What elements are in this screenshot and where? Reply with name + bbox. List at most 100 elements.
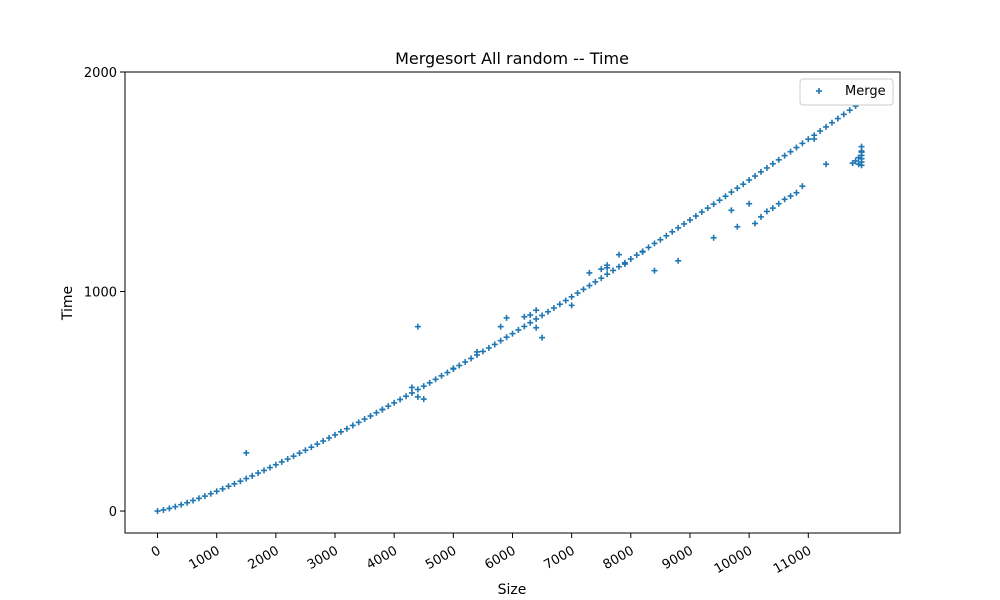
data-point bbox=[166, 505, 173, 512]
data-point bbox=[639, 249, 646, 256]
data-point bbox=[746, 200, 753, 207]
data-point bbox=[284, 456, 291, 463]
data-point bbox=[669, 228, 676, 235]
data-point bbox=[527, 312, 534, 319]
data-point bbox=[610, 267, 617, 274]
data-point bbox=[539, 334, 546, 341]
data-point bbox=[775, 156, 782, 163]
data-point bbox=[651, 240, 658, 247]
data-point bbox=[462, 358, 469, 365]
legend-plus-marker bbox=[816, 88, 822, 94]
data-point bbox=[586, 282, 593, 289]
data-point bbox=[296, 450, 303, 457]
y-tick-label: 2000 bbox=[84, 66, 117, 81]
data-point bbox=[799, 140, 806, 147]
data-point bbox=[615, 251, 622, 258]
data-point bbox=[178, 501, 185, 508]
data-point bbox=[858, 148, 865, 155]
data-point bbox=[343, 425, 350, 432]
data-point bbox=[414, 393, 421, 400]
data-point bbox=[692, 213, 699, 220]
data-point bbox=[633, 252, 640, 259]
data-point bbox=[781, 196, 788, 203]
y-tick-label: 1000 bbox=[84, 286, 117, 301]
data-point bbox=[746, 177, 753, 184]
data-point bbox=[734, 185, 741, 192]
data-point bbox=[414, 386, 421, 393]
data-point bbox=[846, 107, 853, 114]
data-point bbox=[255, 470, 262, 477]
data-point bbox=[278, 458, 285, 465]
data-point bbox=[681, 220, 688, 227]
data-point bbox=[710, 201, 717, 208]
data-point bbox=[527, 319, 534, 326]
data-point bbox=[734, 223, 741, 230]
data-point bbox=[544, 308, 551, 315]
data-point bbox=[550, 304, 557, 311]
data-point bbox=[243, 449, 250, 456]
data-point bbox=[775, 200, 782, 207]
data-point bbox=[219, 485, 226, 492]
data-point bbox=[757, 168, 764, 175]
data-point bbox=[290, 453, 297, 460]
data-point bbox=[420, 383, 427, 390]
data-point bbox=[190, 497, 197, 504]
data-point bbox=[314, 441, 321, 448]
data-point bbox=[568, 293, 575, 300]
data-point bbox=[840, 111, 847, 118]
data-point bbox=[332, 431, 339, 438]
data-point bbox=[675, 257, 682, 264]
data-point bbox=[444, 369, 451, 376]
data-point bbox=[823, 161, 830, 168]
y-axis: 0 1000 2000 bbox=[84, 66, 125, 520]
data-point bbox=[793, 144, 800, 151]
data-point bbox=[621, 261, 628, 268]
data-point bbox=[408, 389, 415, 396]
data-point bbox=[485, 344, 492, 351]
data-point bbox=[320, 438, 327, 445]
data-point bbox=[787, 193, 794, 200]
data-point bbox=[195, 495, 202, 502]
data-point bbox=[849, 160, 856, 167]
data-point bbox=[769, 160, 776, 167]
data-point bbox=[397, 396, 404, 403]
x-axis-label: Size bbox=[498, 582, 527, 598]
data-point bbox=[799, 183, 806, 190]
data-point bbox=[533, 324, 540, 331]
data-point bbox=[231, 480, 238, 487]
legend: Merge bbox=[799, 78, 894, 106]
data-point bbox=[503, 334, 510, 341]
data-point bbox=[533, 307, 540, 314]
data-point bbox=[675, 224, 682, 231]
data-point bbox=[403, 393, 410, 400]
data-point bbox=[787, 148, 794, 155]
data-point bbox=[834, 115, 841, 122]
data-point bbox=[515, 326, 522, 333]
data-point bbox=[207, 490, 214, 497]
data-point bbox=[716, 197, 723, 204]
data-point bbox=[855, 154, 862, 161]
data-point bbox=[752, 220, 759, 227]
data-point bbox=[740, 181, 747, 188]
data-point bbox=[769, 205, 776, 212]
data-point bbox=[781, 152, 788, 159]
data-point bbox=[586, 269, 593, 276]
legend-label: Merge bbox=[845, 84, 886, 99]
data-point bbox=[326, 434, 333, 441]
data-point bbox=[686, 216, 693, 223]
data-point bbox=[793, 189, 800, 196]
data-point bbox=[704, 205, 711, 212]
data-point bbox=[817, 128, 824, 135]
data-point bbox=[752, 173, 759, 180]
data-point bbox=[385, 403, 392, 410]
data-point bbox=[491, 341, 498, 348]
data-point bbox=[249, 472, 256, 479]
data-point bbox=[811, 135, 818, 142]
data-point bbox=[349, 422, 356, 429]
data-point bbox=[408, 384, 415, 391]
data-point bbox=[615, 263, 622, 270]
data-point bbox=[722, 193, 729, 200]
data-point bbox=[855, 161, 862, 168]
data-point bbox=[391, 399, 398, 406]
